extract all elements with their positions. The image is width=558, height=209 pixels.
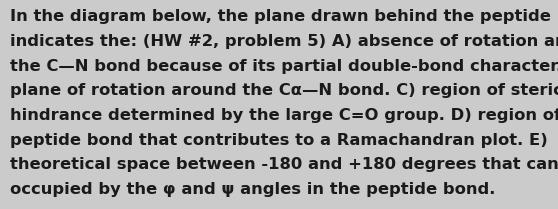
Text: peptide bond that contributes to a Ramachandran plot. E): peptide bond that contributes to a Ramac… <box>10 133 548 148</box>
Text: the C—N bond because of its partial double-bond character. B): the C—N bond because of its partial doub… <box>10 59 558 74</box>
Text: indicates the: (HW #2, problem 5) A) absence of rotation around: indicates the: (HW #2, problem 5) A) abs… <box>10 34 558 49</box>
Text: theoretical space between -180 and +180 degrees that can be: theoretical space between -180 and +180 … <box>10 157 558 172</box>
Text: occupied by the φ and ψ angles in the peptide bond.: occupied by the φ and ψ angles in the pe… <box>10 182 496 197</box>
Text: hindrance determined by the large C=O group. D) region of the: hindrance determined by the large C=O gr… <box>10 108 558 123</box>
Text: In the diagram below, the plane drawn behind the peptide bond: In the diagram below, the plane drawn be… <box>10 9 558 24</box>
Text: plane of rotation around the Cα—N bond. C) region of steric: plane of rotation around the Cα—N bond. … <box>10 83 558 98</box>
